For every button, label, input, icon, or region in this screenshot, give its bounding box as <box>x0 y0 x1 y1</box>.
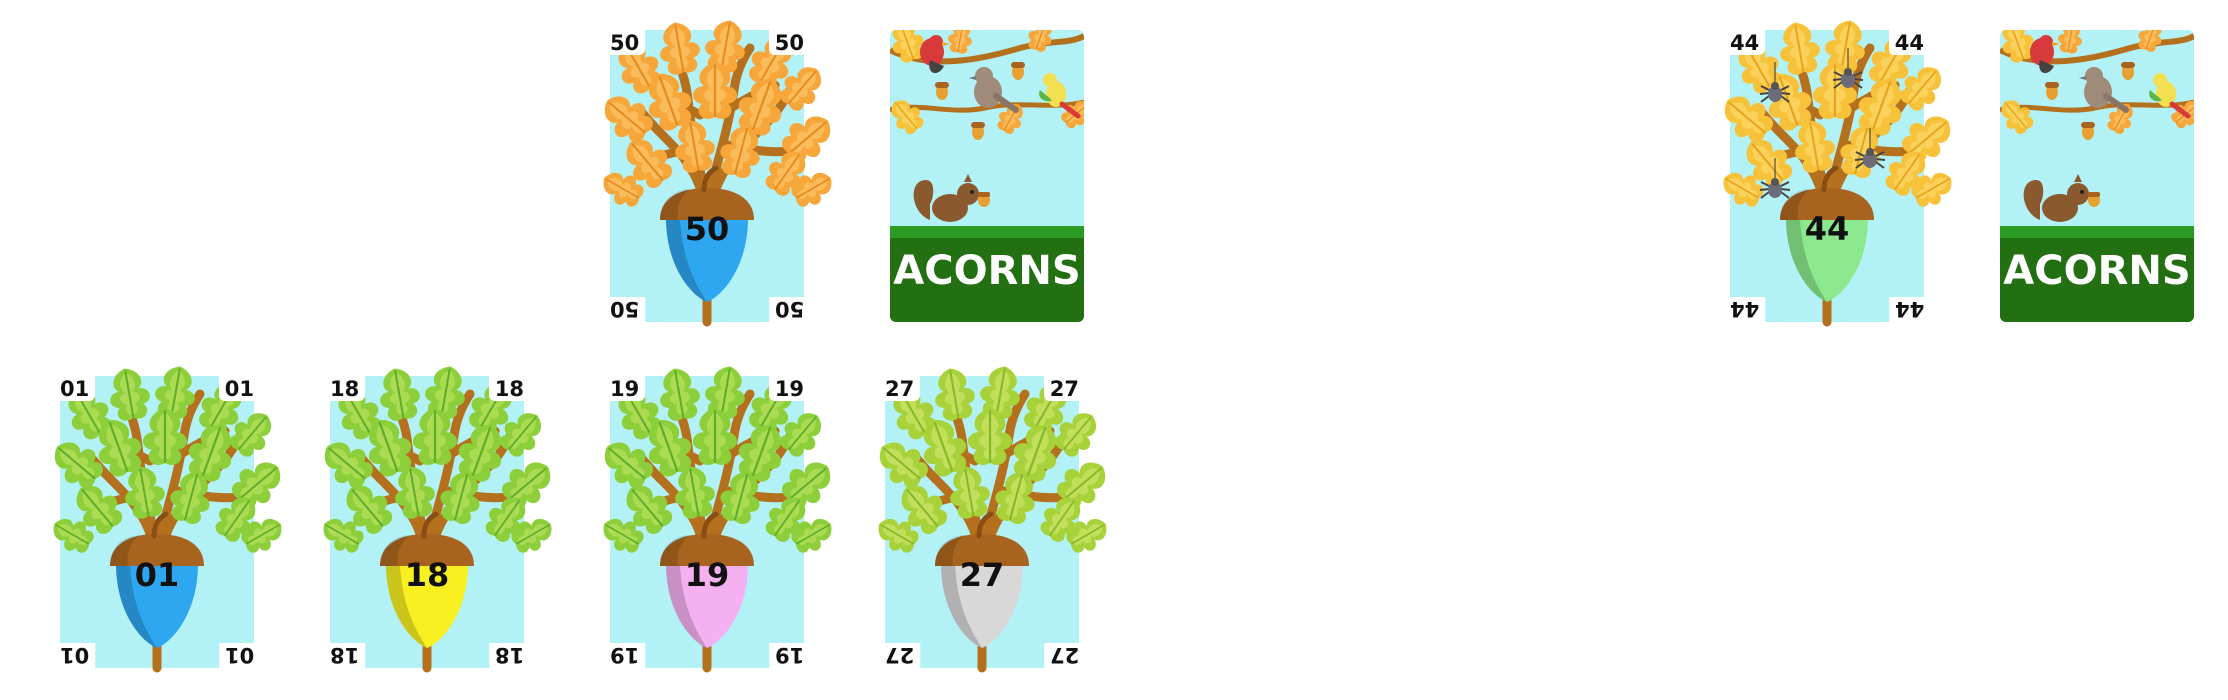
oak-tree-icon <box>1723 20 1952 327</box>
card-19[interactable]: 19 19 19 19 19 <box>603 366 832 673</box>
deck-back-card-1[interactable]: ACORNS <box>890 30 1084 322</box>
card-corner-top-right: 18 <box>488 376 530 401</box>
oak-tree-icon <box>878 366 1107 673</box>
card-corner-bottom-right: 18 <box>488 643 530 668</box>
card-corner-top-left: 01 <box>54 376 96 401</box>
card-corner-top-left: 19 <box>604 376 646 401</box>
card-corner-top-left: 50 <box>604 30 646 55</box>
card-44[interactable]: 44 44 44 44 44 <box>1723 20 1952 327</box>
spider-icon <box>1832 48 1864 89</box>
squirrel-icon <box>913 174 990 222</box>
card-corner-top-left: 27 <box>879 376 921 401</box>
card-corner-top-right: 50 <box>768 30 810 55</box>
card-corner-bottom-right: 19 <box>768 643 810 668</box>
oak-tree-icon <box>603 366 832 673</box>
acorn-icon <box>110 511 204 668</box>
spider-icon <box>1759 158 1791 199</box>
card-18[interactable]: 18 18 18 18 18 <box>323 366 552 673</box>
spider-icon <box>1854 128 1886 169</box>
card-corner-bottom-left: 44 <box>1724 297 1766 322</box>
squirrel-icon <box>2023 174 2100 222</box>
card-number: 44 <box>1804 210 1850 248</box>
acorn-icon <box>1780 165 1874 322</box>
card-number: 18 <box>404 556 450 594</box>
deck-title: ACORNS <box>893 248 1081 294</box>
acorn-icon <box>935 511 1029 668</box>
card-number: 50 <box>684 210 730 248</box>
card-corner-bottom-left: 19 <box>604 643 646 668</box>
card-corner-top-right: 01 <box>218 376 260 401</box>
card-corner-bottom-left: 18 <box>324 643 366 668</box>
acorn-icon <box>380 511 474 668</box>
oak-tree-icon <box>603 20 832 327</box>
card-corner-top-right: 27 <box>1043 376 1085 401</box>
card-corner-bottom-right: 01 <box>218 643 260 668</box>
acorn-icon <box>935 62 1025 140</box>
card-50[interactable]: 50 50 50 50 50 <box>603 20 832 327</box>
card-corner-top-left: 44 <box>1724 30 1766 55</box>
card-number: 27 <box>959 556 1005 594</box>
card-corner-bottom-right: 27 <box>1043 643 1085 668</box>
card-corner-top-left: 18 <box>324 376 366 401</box>
acorn-icon <box>660 511 754 668</box>
card-corner-bottom-left: 01 <box>54 643 96 668</box>
deck-back-card-2[interactable]: ACORNS <box>2000 30 2194 322</box>
card-01[interactable]: 01 01 01 01 01 <box>53 366 282 673</box>
card-corner-bottom-left: 50 <box>604 297 646 322</box>
deck-title: ACORNS <box>2003 248 2191 294</box>
card-corner-bottom-right: 50 <box>768 297 810 322</box>
card-corner-bottom-left: 27 <box>879 643 921 668</box>
card-number: 01 <box>134 556 180 594</box>
bird-icon <box>2030 35 2191 119</box>
card-corner-top-right: 19 <box>768 376 810 401</box>
acorn-icon <box>660 165 754 322</box>
card-27[interactable]: 27 27 27 27 27 <box>878 366 1107 673</box>
oak-tree-icon <box>53 366 282 673</box>
card-corner-bottom-right: 44 <box>1888 297 1930 322</box>
card-corner-top-right: 44 <box>1888 30 1930 55</box>
acorn-icon <box>2045 62 2135 140</box>
bird-icon <box>920 35 1081 119</box>
spider-icon <box>1759 62 1791 103</box>
card-number: 19 <box>684 556 730 594</box>
